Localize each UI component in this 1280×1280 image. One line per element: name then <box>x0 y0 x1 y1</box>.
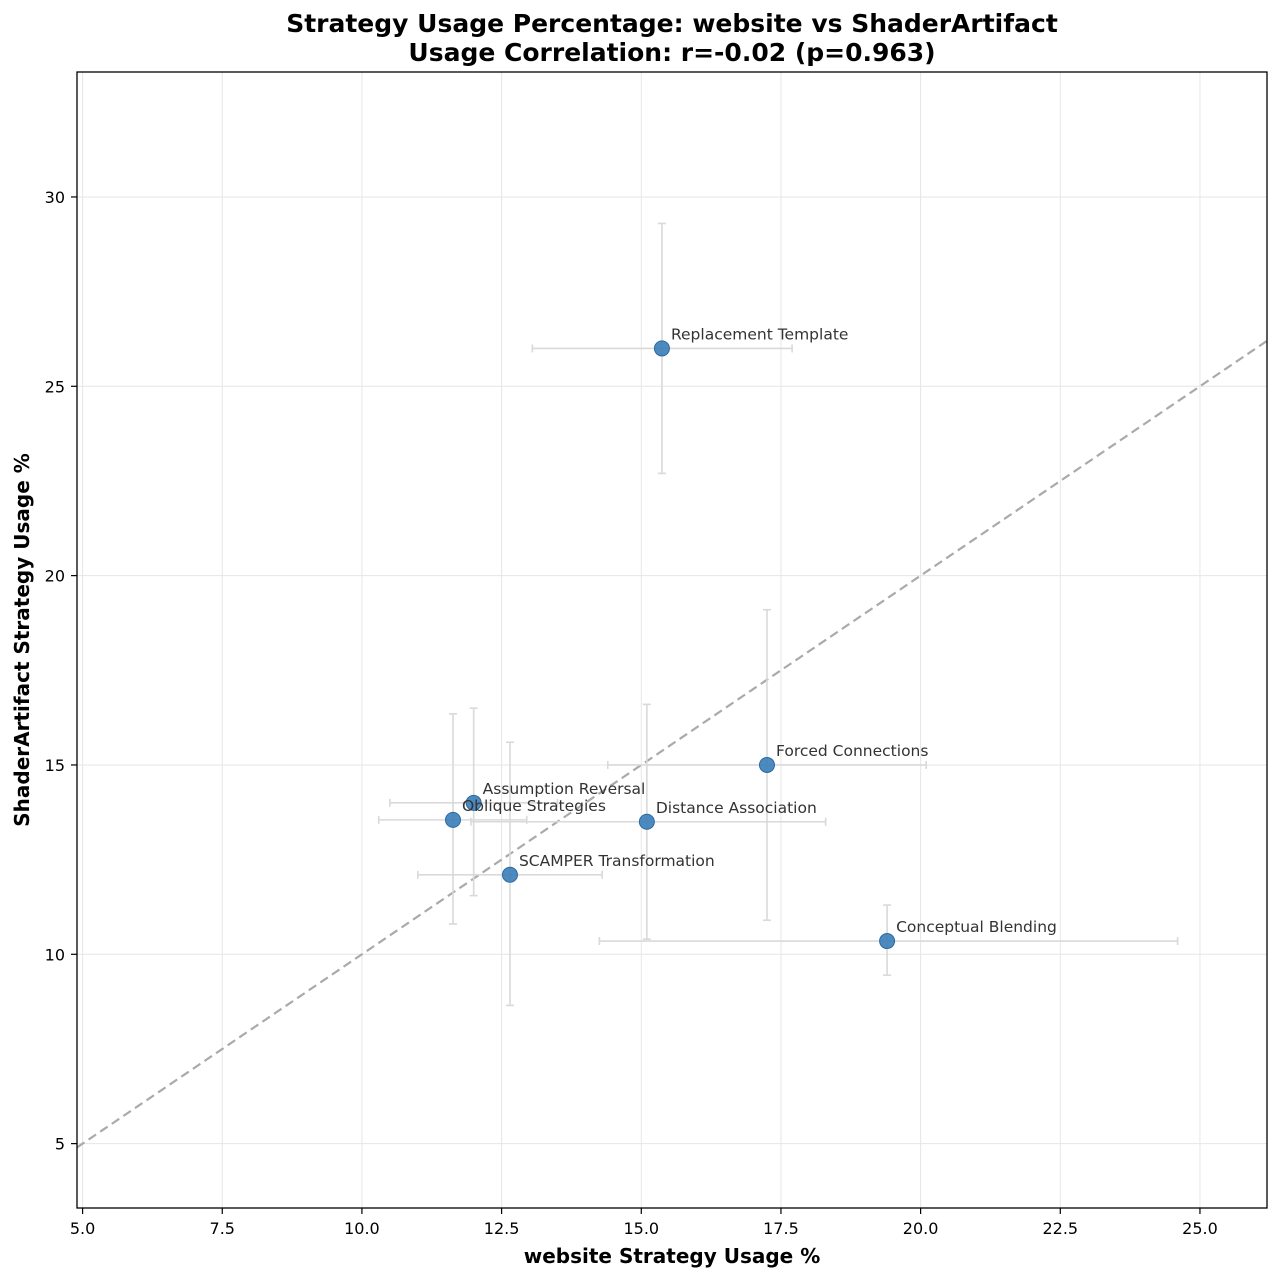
plot-frame <box>76 71 1268 1209</box>
point-label: Conceptual Blending <box>896 918 1057 936</box>
data-point <box>879 933 896 950</box>
data-points <box>444 340 896 950</box>
data-point <box>444 811 461 828</box>
data-point <box>501 866 518 883</box>
y-tick-label: 15 <box>45 756 65 775</box>
data-point <box>653 340 670 357</box>
point-label: Assumption Reversal <box>483 780 646 798</box>
chart-title: Strategy Usage Percentage: website vs Sh… <box>286 9 1058 38</box>
y-tick-label: 10 <box>45 945 65 964</box>
point-label: Replacement Template <box>671 325 849 343</box>
chart-subtitle: Usage Correlation: r=-0.02 (p=0.963) <box>408 38 935 67</box>
x-tick-label: 22.5 <box>1042 1219 1078 1238</box>
x-tick-label: 17.5 <box>763 1219 799 1238</box>
x-tick-label: 5.0 <box>70 1219 95 1238</box>
y-axis-label: ShaderArtifact Strategy Usage % <box>10 453 34 827</box>
diagonal-reference <box>76 339 1268 1149</box>
x-tick-label: 10.0 <box>344 1219 380 1238</box>
x-tick-label: 12.5 <box>484 1219 520 1238</box>
data-point <box>758 756 775 773</box>
point-labels: Replacement Template Forced Connections As… <box>462 325 1057 936</box>
data-point <box>465 794 482 811</box>
y-ticks: 5 10 15 20 25 30 <box>45 188 77 1154</box>
y-tick-label: 5 <box>55 1135 65 1154</box>
x-tick-label: 7.5 <box>210 1219 235 1238</box>
point-label: Oblique Strategies <box>462 797 606 815</box>
data-point <box>638 813 655 830</box>
y-tick-label: 25 <box>45 377 65 396</box>
y-tick-label: 20 <box>45 567 65 586</box>
y-tick-label: 30 <box>45 188 65 207</box>
point-label: Forced Connections <box>776 742 928 760</box>
point-label: SCAMPER Transformation <box>519 852 715 870</box>
point-label: Distance Association <box>656 799 817 817</box>
x-tick-label: 15.0 <box>623 1219 659 1238</box>
x-tick-label: 20.0 <box>903 1219 939 1238</box>
diagonal-line <box>76 339 1268 1149</box>
x-tick-label: 25.0 <box>1182 1219 1218 1238</box>
x-ticks: 5.0 7.5 10.0 12.5 15.0 17.5 20.0 22.5 25.0 <box>70 1208 1218 1238</box>
x-axis-label: website Strategy Usage % <box>524 1244 821 1268</box>
gridlines <box>77 72 1267 1208</box>
